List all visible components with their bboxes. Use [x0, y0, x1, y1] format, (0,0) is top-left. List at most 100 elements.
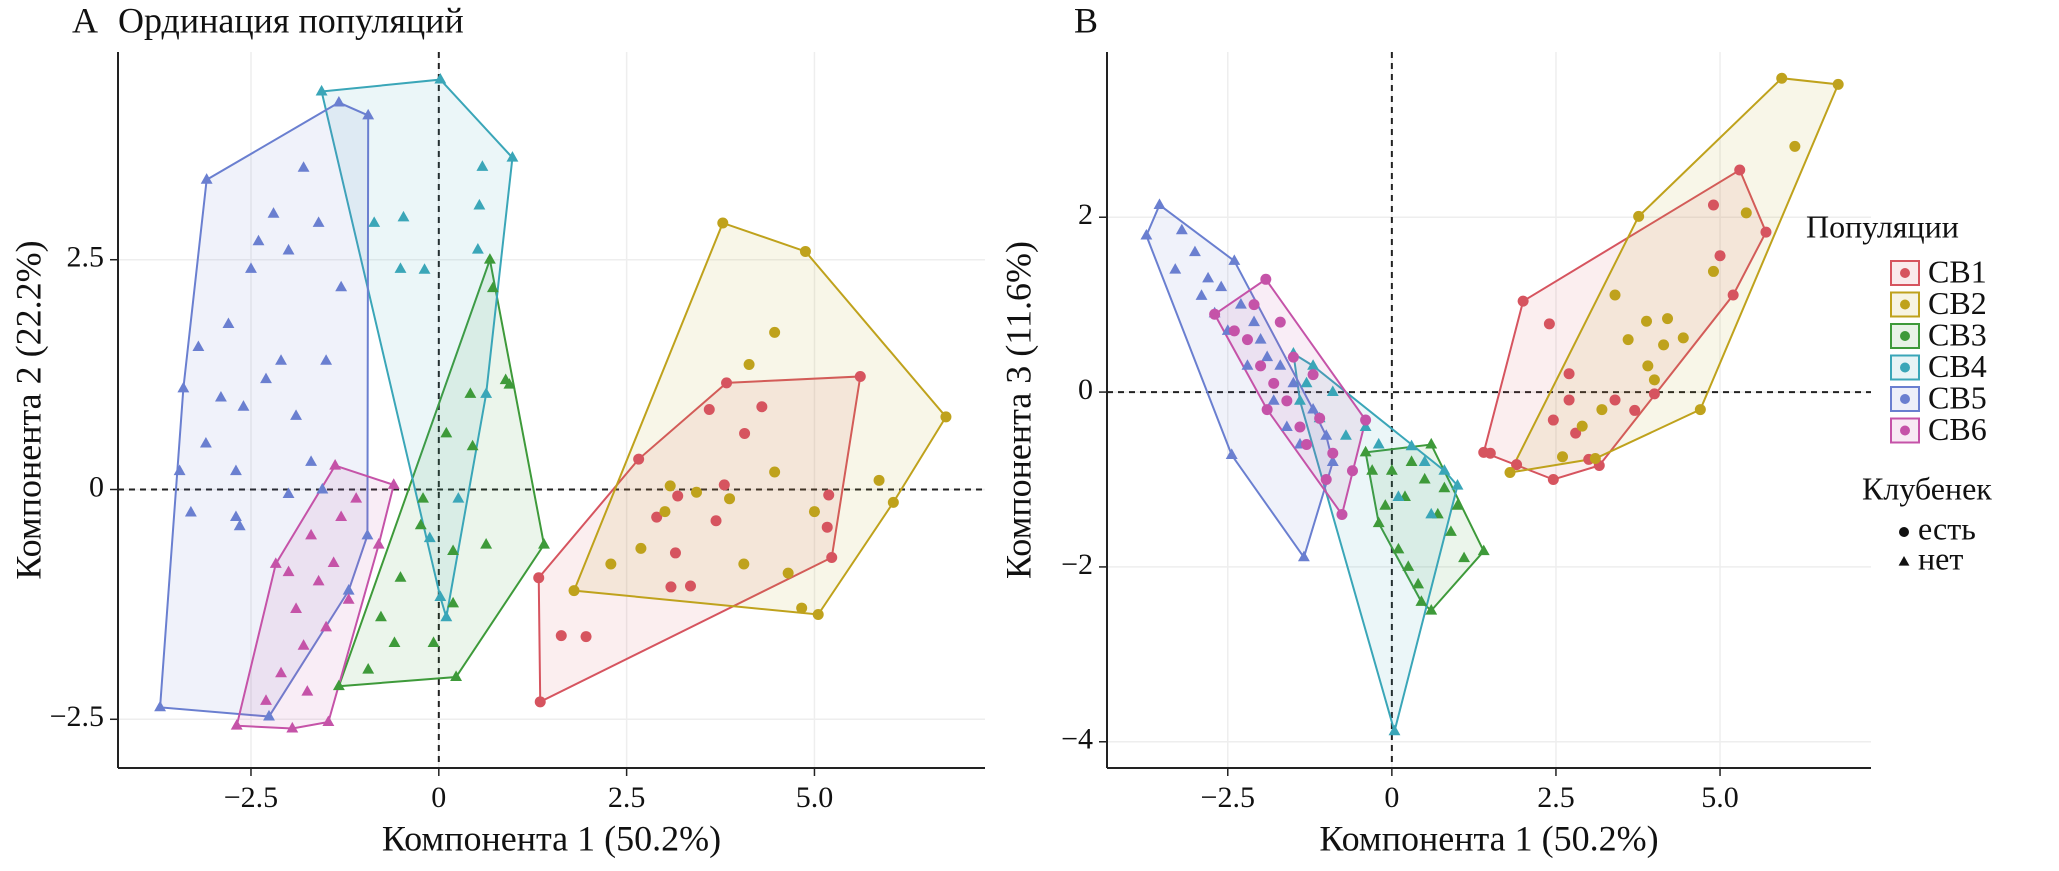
marker-circle — [635, 542, 647, 554]
marker-triangle — [1366, 464, 1379, 475]
x-tick-label: −2.5 — [224, 781, 278, 814]
panel-label: A — [72, 0, 98, 40]
marker-triangle — [320, 620, 333, 632]
marker-triangle — [1402, 560, 1415, 571]
marker-circle — [1576, 420, 1588, 432]
marker-triangle — [414, 518, 427, 530]
marker-triangle — [1294, 394, 1306, 405]
marker-triangle — [1425, 437, 1438, 449]
marker-circle — [1589, 453, 1601, 465]
marker-circle — [1677, 332, 1689, 344]
marker-circle — [743, 359, 755, 371]
marker-triangle — [1261, 350, 1274, 362]
marker-triangle — [290, 602, 302, 613]
marker-circle — [718, 479, 730, 491]
marker-circle — [1694, 404, 1706, 416]
marker-triangle — [342, 593, 355, 604]
marker-circle — [1261, 404, 1273, 416]
marker-circle — [782, 567, 794, 579]
marker-triangle — [335, 280, 348, 292]
marker-triangle — [375, 610, 387, 622]
marker-circle — [1281, 395, 1293, 407]
marker-triangle — [1274, 359, 1287, 370]
marker-circle — [1622, 334, 1634, 346]
marker-circle — [1294, 421, 1306, 433]
marker-triangle — [1425, 507, 1438, 519]
marker-triangle — [447, 544, 460, 556]
marker-circle — [1314, 412, 1326, 424]
marker-triangle — [450, 670, 463, 681]
marker-circle — [1609, 289, 1621, 301]
marker-triangle — [290, 409, 302, 420]
marker-triangle — [1451, 499, 1464, 510]
marker-triangle — [282, 565, 295, 577]
marker-triangle — [230, 510, 242, 522]
legend-label: СВ4 — [1928, 348, 1987, 384]
marker-triangle — [192, 340, 205, 351]
marker-triangle — [342, 584, 355, 595]
marker-circle — [873, 474, 885, 486]
marker-triangle — [267, 207, 280, 218]
marker-triangle — [154, 700, 167, 712]
marker-triangle — [230, 719, 243, 730]
marker-circle — [1307, 369, 1319, 381]
marker-circle — [534, 696, 546, 708]
marker-triangle — [1320, 429, 1333, 440]
marker-triangle — [387, 478, 400, 489]
marker-circle — [1543, 318, 1555, 330]
marker-triangle — [282, 243, 295, 255]
marker-circle — [703, 404, 715, 416]
marker-triangle — [297, 639, 310, 650]
legend-label: СВ1 — [1928, 253, 1987, 289]
marker-triangle — [440, 426, 453, 438]
marker-circle — [1346, 465, 1358, 477]
marker-triangle — [362, 663, 375, 674]
marker-triangle — [230, 464, 242, 476]
legend-title: Клубенек — [1862, 470, 1992, 506]
marker-circle — [691, 486, 703, 498]
marker-circle — [1484, 447, 1496, 459]
marker-triangle — [245, 262, 257, 273]
marker-triangle — [464, 387, 477, 398]
marker-triangle — [483, 253, 496, 264]
marker-circle — [633, 453, 645, 465]
marker-triangle — [1392, 542, 1405, 554]
marker-circle — [580, 631, 592, 643]
marker-circle — [769, 466, 781, 478]
marker-triangle — [1444, 525, 1457, 536]
marker-triangle — [1202, 271, 1215, 283]
marker-triangle — [312, 216, 325, 227]
marker-triangle — [1379, 499, 1392, 510]
marker-circle — [669, 547, 681, 559]
marker-triangle — [1418, 472, 1431, 484]
marker-circle — [808, 506, 820, 518]
marker-triangle — [368, 216, 381, 227]
marker-circle — [796, 602, 808, 614]
marker-circle — [1557, 451, 1569, 463]
hull — [235, 464, 395, 730]
marker-triangle — [394, 262, 407, 273]
marker-circle — [739, 427, 751, 439]
marker-triangle — [362, 108, 375, 120]
marker-circle — [684, 580, 696, 592]
marker-circle — [605, 558, 617, 570]
legend-label: нет — [1918, 540, 1963, 576]
marker-circle — [1241, 334, 1253, 346]
marker-triangle — [1300, 376, 1313, 388]
panel-label: B — [1074, 0, 1098, 40]
marker-triangle — [452, 492, 465, 503]
x-tick-label: 2.5 — [608, 781, 646, 814]
marker-triangle — [237, 400, 250, 411]
marker-circle — [710, 515, 722, 527]
marker-triangle — [1234, 298, 1247, 309]
marker-circle — [555, 630, 567, 642]
y-tick-label: −4 — [1061, 723, 1093, 756]
marker-triangle — [466, 439, 479, 451]
marker-triangle — [1415, 595, 1428, 606]
marker-circle — [1504, 467, 1516, 479]
marker-triangle — [1307, 402, 1320, 414]
x-tick-label: −2.5 — [1201, 781, 1255, 814]
marker-triangle — [260, 694, 272, 705]
marker-triangle — [1297, 550, 1310, 562]
